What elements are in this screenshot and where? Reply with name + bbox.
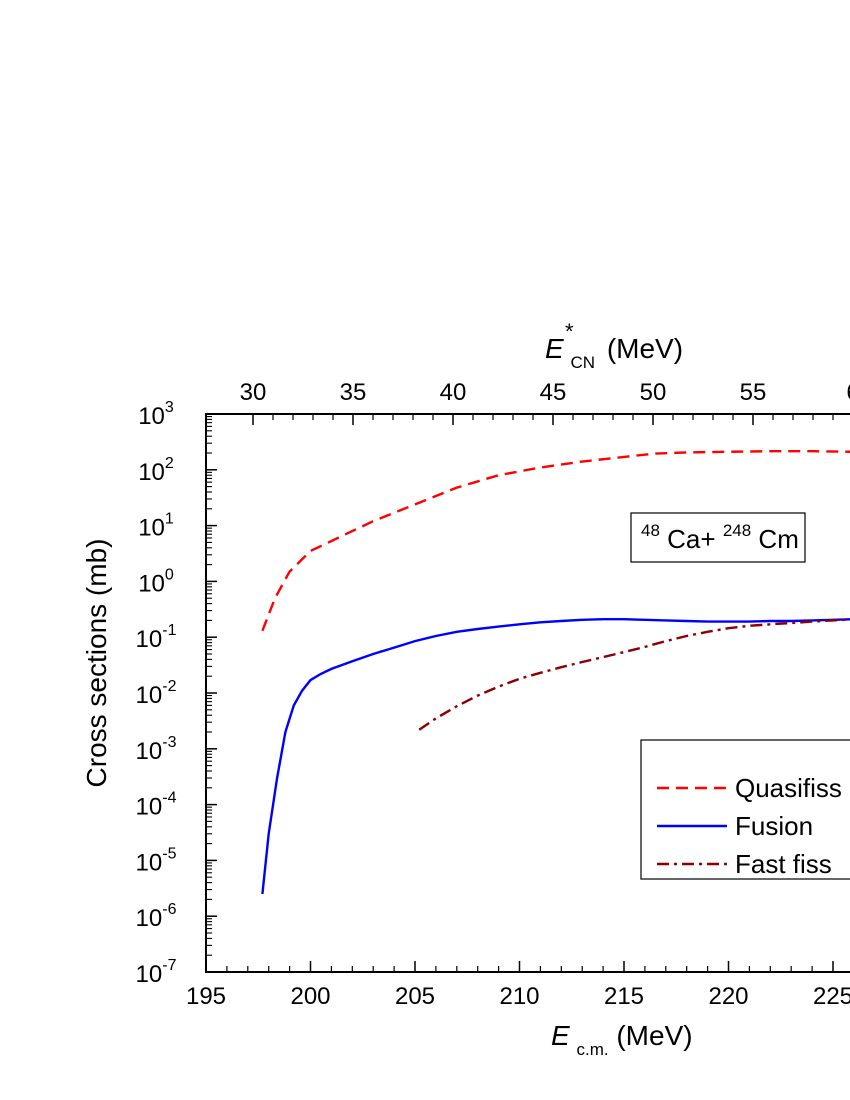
annotation-sup2: 248 — [723, 521, 751, 540]
y-tick-label: 102 — [138, 455, 174, 486]
x2-tick-label: 55 — [740, 379, 767, 406]
reaction-annotation: 48 Ca+ 248 Cm — [630, 512, 806, 563]
annotation-el2: Cm — [758, 524, 798, 554]
x-tick-label: 210 — [499, 983, 539, 1010]
ticks-group: 195 200 205 210 215 220 225 30 35 40 45 50 55 6 103 102… — [136, 379, 850, 1010]
annotation-text: 48 Ca+ 248 Cm — [641, 512, 799, 554]
x-tick-label: 215 — [604, 983, 644, 1010]
plot-frame — [205, 413, 850, 973]
x2-tick-label: 50 — [640, 379, 667, 406]
y-tick-label: 101 — [138, 511, 174, 542]
y-tick-label: 10-3 — [136, 734, 177, 765]
legend-items: Quasifiss Fusion Fast fiss — [657, 773, 842, 879]
x-tick-label: 200 — [290, 983, 330, 1010]
top-axis-title: E CN (MeV) — [545, 333, 683, 374]
legend-label-0: Quasifiss — [735, 773, 842, 803]
y-tick-label: 100 — [138, 566, 174, 597]
annotation-box — [630, 512, 806, 563]
x-axis-title: E c.m. (MeV) — [551, 1020, 693, 1061]
x2-tick-label: 35 — [340, 379, 367, 406]
x2-tick-label: 45 — [540, 379, 567, 406]
legend: Quasifiss Fusion Fast fiss — [640, 739, 850, 880]
x2-tick-label: 6 — [846, 379, 850, 406]
top-axis-title-unit: (MeV) — [607, 333, 683, 364]
x-axis-title-unit: (MeV) — [616, 1020, 692, 1051]
annotation-sup1: 48 — [641, 521, 660, 540]
series-line-1 — [261, 618, 850, 895]
y-tick-label: 10-2 — [136, 678, 177, 709]
series-line-2 — [418, 618, 850, 731]
y-tick-label: 103 — [138, 399, 174, 430]
legend-box — [640, 739, 850, 880]
top-axis-title-sub: CN — [570, 353, 595, 372]
x2-tick-label: 30 — [240, 379, 267, 406]
annotation-el1: Ca+ — [667, 524, 715, 554]
x-tick-label: 220 — [708, 983, 748, 1010]
x2-tick-label: 40 — [440, 379, 467, 406]
x-axis-title-base: E — [551, 1020, 570, 1051]
x-axis-title-sub: c.m. — [576, 1040, 608, 1059]
y-tick-label: 10-1 — [136, 622, 177, 653]
y-tick-label: 10-4 — [136, 790, 177, 821]
x-tick-label: 225 — [813, 983, 850, 1010]
series-group — [261, 450, 850, 895]
series-line-0 — [261, 450, 850, 632]
x-tick-label: 195 — [186, 983, 226, 1010]
legend-label-1: Fusion — [735, 811, 813, 841]
legend-label-2: Fast fiss — [735, 849, 832, 879]
top-axis-title-base: E — [545, 333, 564, 364]
y-tick-label: 10-6 — [136, 901, 177, 932]
x-tick-label: 205 — [395, 983, 435, 1010]
top-axis-title-star: * — [565, 319, 574, 344]
y-tick-label: 10-5 — [136, 845, 177, 876]
y-axis-title: Cross sections (mb) — [81, 539, 112, 788]
y-tick-label: 10-7 — [136, 957, 177, 988]
